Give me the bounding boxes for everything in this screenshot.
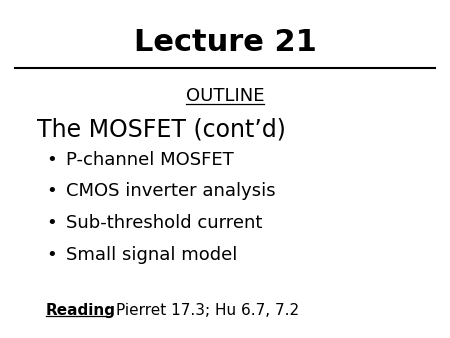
- Text: •: •: [46, 214, 57, 232]
- Text: OUTLINE: OUTLINE: [186, 87, 264, 105]
- Text: •: •: [46, 246, 57, 264]
- Text: Sub-threshold current: Sub-threshold current: [66, 214, 263, 232]
- Text: Reading: Reading: [46, 303, 116, 318]
- Text: •: •: [46, 150, 57, 169]
- Text: CMOS inverter analysis: CMOS inverter analysis: [66, 183, 276, 200]
- Text: •: •: [46, 183, 57, 200]
- Text: Small signal model: Small signal model: [66, 246, 238, 264]
- Text: P-channel MOSFET: P-channel MOSFET: [66, 150, 234, 169]
- Text: The MOSFET (cont’d): The MOSFET (cont’d): [37, 117, 286, 141]
- Text: : Pierret 17.3; Hu 6.7, 7.2: : Pierret 17.3; Hu 6.7, 7.2: [106, 303, 299, 318]
- Text: Lecture 21: Lecture 21: [134, 28, 316, 57]
